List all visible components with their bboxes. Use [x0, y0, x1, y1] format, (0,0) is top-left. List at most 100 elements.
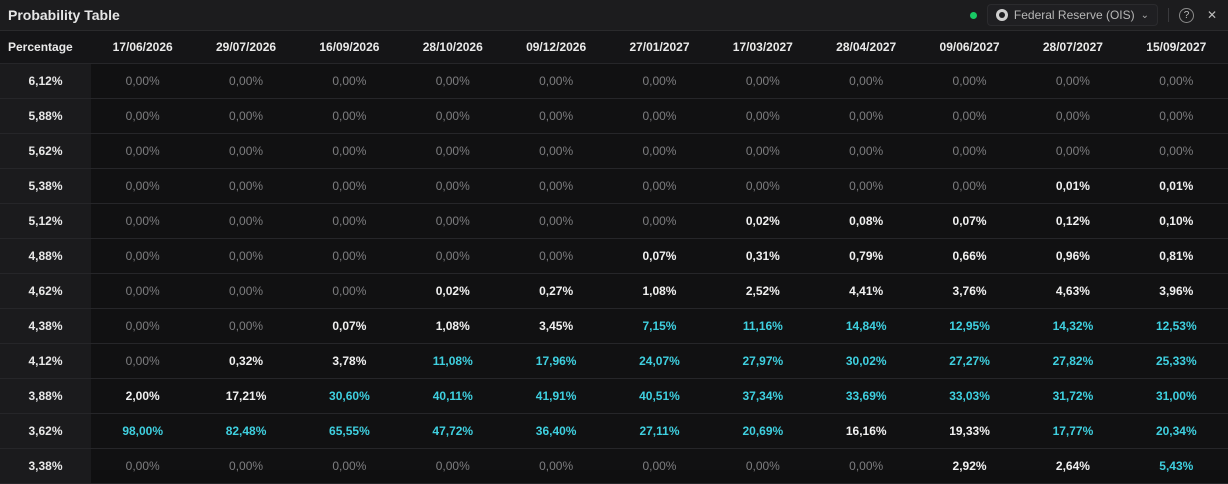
- probability-cell: 5,43%: [1124, 448, 1228, 484]
- probability-cell: 0,00%: [814, 98, 918, 134]
- probability-cell: 0,00%: [194, 308, 298, 344]
- probability-cell: 0,00%: [194, 168, 298, 204]
- probability-cell: 14,84%: [814, 308, 918, 344]
- help-icon[interactable]: ?: [1179, 7, 1194, 23]
- probability-cell: 0,27%: [504, 273, 608, 309]
- probability-cell: 0,00%: [401, 168, 505, 204]
- probability-cell: 0,00%: [814, 168, 918, 204]
- probability-cell: 1,08%: [607, 273, 712, 309]
- probability-cell: 36,40%: [504, 413, 608, 449]
- probability-cell: 0,00%: [917, 168, 1022, 204]
- table-row: 4,88% 0,00% 0,00% 0,00% 0,00% 0,00% 0,07% 0,31%…: [0, 238, 1228, 274]
- probability-cell: 0,31%: [711, 238, 815, 274]
- probability-cell: 11,16%: [711, 308, 815, 344]
- probability-cell: 65,55%: [297, 413, 402, 449]
- probability-cell: 1,08%: [401, 308, 505, 344]
- live-status-icon: [969, 11, 977, 19]
- probability-cell: 0,00%: [711, 168, 815, 204]
- probability-cell: 27,11%: [607, 413, 712, 449]
- rate-label: 4,38%: [0, 308, 91, 344]
- probability-cell: 47,72%: [401, 413, 505, 449]
- probability-cell: 0,00%: [194, 98, 298, 134]
- probability-cell: 41,91%: [504, 378, 608, 414]
- probability-cell: 12,95%: [917, 308, 1022, 344]
- probability-cell: 3,78%: [297, 343, 402, 379]
- column-header-percentage: Percentage: [0, 31, 91, 64]
- source-label: Federal Reserve (OIS): [1013, 8, 1135, 22]
- probability-cell: 0,00%: [504, 63, 608, 99]
- probability-cell: 0,00%: [504, 98, 608, 134]
- probability-cell: 0,66%: [917, 238, 1022, 274]
- probability-cell: 40,51%: [607, 378, 712, 414]
- probability-cell: 0,00%: [607, 168, 712, 204]
- probability-cell: 0,00%: [814, 63, 918, 99]
- table-row: 3,38% 0,00% 0,00% 0,00% 0,00% 0,00% 0,00% 0,00%…: [0, 448, 1228, 484]
- probability-cell: 0,00%: [91, 308, 195, 344]
- probability-cell: 12,53%: [1124, 308, 1228, 344]
- probability-cell: 0,08%: [814, 203, 918, 239]
- probability-cell: 2,64%: [1021, 448, 1125, 484]
- rate-label: 3,88%: [0, 378, 91, 414]
- probability-cell: 0,00%: [297, 98, 402, 134]
- probability-cell: 4,63%: [1021, 273, 1125, 309]
- probability-cell: 25,33%: [1124, 343, 1228, 379]
- probability-cell: 2,00%: [91, 378, 195, 414]
- probability-cell: 17,21%: [194, 378, 298, 414]
- probability-cell: 7,15%: [607, 308, 712, 344]
- probability-cell: 0,00%: [504, 238, 608, 274]
- probability-cell: 0,00%: [91, 273, 195, 309]
- probability-cell: 0,00%: [194, 63, 298, 99]
- column-header-date: 09/06/2027: [917, 31, 1022, 64]
- probability-cell: 0,00%: [504, 203, 608, 239]
- probability-cell: 27,82%: [1021, 343, 1125, 379]
- probability-cell: 0,00%: [194, 448, 298, 484]
- probability-cell: 20,69%: [711, 413, 815, 449]
- probability-cell: 27,27%: [917, 343, 1022, 379]
- probability-cell: 0,96%: [1021, 238, 1125, 274]
- probability-cell: 98,00%: [91, 413, 195, 449]
- rate-label: 4,62%: [0, 273, 91, 309]
- probability-cell: 17,96%: [504, 343, 608, 379]
- panel-title: Probability Table: [8, 7, 120, 23]
- probability-cell: 14,32%: [1021, 308, 1125, 344]
- close-icon[interactable]: ✕: [1206, 8, 1218, 22]
- probability-cell: 0,00%: [297, 238, 402, 274]
- column-header-date: 17/06/2026: [91, 31, 195, 64]
- table-row: 5,38% 0,00% 0,00% 0,00% 0,00% 0,00% 0,00% 0,00%…: [0, 168, 1228, 204]
- column-header-date: 09/12/2026: [504, 31, 608, 64]
- probability-cell: 0,00%: [297, 133, 402, 169]
- probability-cell: 0,07%: [607, 238, 712, 274]
- probability-cell: 17,77%: [1021, 413, 1125, 449]
- probability-cell: 0,00%: [401, 133, 505, 169]
- probability-cell: 0,00%: [297, 273, 402, 309]
- probability-cell: 0,00%: [297, 448, 402, 484]
- rate-label: 3,62%: [0, 413, 91, 449]
- column-header-date: 28/07/2027: [1021, 31, 1125, 64]
- probability-cell: 0,00%: [297, 168, 402, 204]
- rate-label: 5,62%: [0, 133, 91, 169]
- rate-label: 5,12%: [0, 203, 91, 239]
- probability-cell: 0,00%: [91, 343, 195, 379]
- probability-cell: 0,79%: [814, 238, 918, 274]
- table-row: 4,12% 0,00% 0,32% 3,78% 11,08% 17,96% 24,07% 27…: [0, 343, 1228, 379]
- probability-cell: 0,00%: [1021, 133, 1125, 169]
- rate-label: 5,88%: [0, 98, 91, 134]
- probability-cell: 0,00%: [194, 133, 298, 169]
- probability-cell: 0,00%: [401, 203, 505, 239]
- probability-cell: 3,96%: [1124, 273, 1228, 309]
- probability-cell: 0,00%: [917, 63, 1022, 99]
- rate-label: 4,88%: [0, 238, 91, 274]
- probability-cell: 0,00%: [91, 63, 195, 99]
- probability-cell: 0,00%: [607, 63, 712, 99]
- probability-cell: 0,32%: [194, 343, 298, 379]
- probability-cell: 0,00%: [91, 133, 195, 169]
- source-dropdown[interactable]: Federal Reserve (OIS) ⌄: [986, 4, 1158, 26]
- column-header-date: 17/03/2027: [711, 31, 815, 64]
- probability-cell: 0,00%: [607, 448, 712, 484]
- column-header-date: 15/09/2027: [1124, 31, 1228, 64]
- probability-cell: 0,00%: [91, 203, 195, 239]
- probability-cell: 3,45%: [504, 308, 608, 344]
- divider: [1168, 8, 1169, 22]
- panel-header: Probability Table Federal Reserve (OIS) …: [0, 0, 1228, 31]
- probability-cell: 40,11%: [401, 378, 505, 414]
